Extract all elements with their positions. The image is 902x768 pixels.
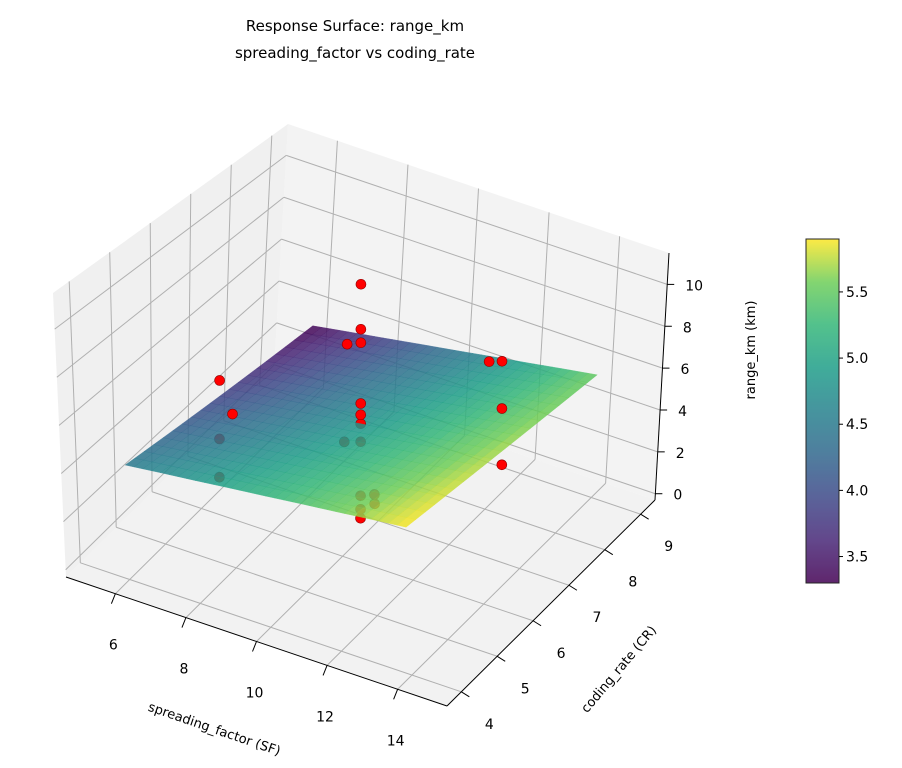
colorbar-tick-label: 3.5 — [846, 550, 868, 566]
y-tick-label: 8 — [628, 575, 637, 591]
y-tick-label: 4 — [485, 717, 494, 733]
gridline — [259, 135, 273, 386]
y-tick — [568, 584, 578, 591]
y-tick — [640, 513, 649, 520]
data-point — [214, 375, 225, 386]
x-tick-label: 6 — [109, 638, 118, 654]
data-point — [496, 355, 508, 367]
x-tick — [181, 617, 187, 628]
z-axis-line — [654, 252, 670, 501]
surface-patch — [396, 517, 417, 528]
x-tick-label: 10 — [246, 686, 264, 702]
x-tick — [252, 641, 257, 652]
gridline — [54, 154, 287, 330]
z-tick-label: 6 — [680, 362, 689, 378]
gridline — [116, 526, 498, 657]
colorbar-tick-label: 4.5 — [846, 417, 868, 433]
x-tick-label: 14 — [387, 733, 405, 749]
z-axis-label: range_km (km) — [744, 301, 759, 400]
y-axis-label: coding_rate (CR) — [579, 623, 660, 716]
data-point — [227, 408, 238, 420]
gridline — [187, 193, 192, 457]
data-point — [355, 323, 367, 335]
gridline — [283, 196, 666, 327]
gridline — [63, 322, 278, 523]
data-point — [341, 338, 353, 350]
colorbar: 3.5 4.0 4.5 5.0 5.5 — [805, 238, 868, 584]
data-point — [496, 403, 508, 414]
z-tick-label: 0 — [673, 488, 682, 504]
tick-labels: 6 8 10 12 14 4 5 6 7 8 9 0 2 4 6 8 10 — [109, 278, 703, 749]
gridline — [151, 491, 534, 622]
colorbar-tick-label: 5.5 — [846, 285, 868, 301]
colorbar-tick-label: 4.0 — [846, 483, 868, 499]
data-point — [355, 409, 367, 421]
y-tick-label: 7 — [592, 610, 601, 626]
data-point — [355, 337, 367, 349]
x-axis-label: spreading_factor (SF) — [146, 700, 282, 759]
y-axis-line — [446, 499, 656, 707]
y-tick — [461, 691, 470, 698]
x-tick — [322, 665, 328, 676]
data-point — [496, 459, 508, 471]
chart-subtitle: spreading_factor vs coding_rate — [235, 44, 475, 63]
x-tick — [393, 689, 399, 700]
gridline — [278, 280, 661, 411]
gridline — [58, 238, 282, 426]
chart-title: Response Surface: range_km — [246, 17, 464, 36]
colorbar-gradient — [805, 238, 840, 584]
z-tick-label: 10 — [685, 278, 703, 294]
gridline — [109, 252, 117, 528]
gridline — [60, 280, 280, 474]
gridline — [397, 482, 606, 690]
y-tick-label: 6 — [557, 646, 566, 662]
gridline — [605, 236, 621, 484]
data-marks — [124, 278, 598, 528]
gridline — [281, 238, 663, 369]
gridline — [80, 562, 462, 693]
x-tick-label: 12 — [316, 709, 334, 725]
y-tick-label: 5 — [521, 681, 530, 697]
gridline — [326, 459, 536, 666]
x-tick-label: 8 — [179, 662, 188, 678]
y-tick — [604, 549, 614, 556]
gridline — [56, 196, 285, 378]
z-tick-label: 8 — [683, 320, 692, 336]
data-point — [355, 398, 367, 409]
gridline — [286, 154, 668, 285]
y-tick — [496, 655, 506, 662]
gridline — [223, 164, 232, 421]
y-tick — [532, 620, 542, 627]
colorbar-tick-label: 5.0 — [846, 351, 868, 367]
data-point — [355, 278, 367, 290]
z-tick-label: 4 — [678, 404, 687, 420]
data-point — [483, 356, 495, 367]
y-tick-label: 9 — [664, 539, 673, 555]
axis-lines — [65, 252, 675, 707]
x-tick — [110, 593, 116, 604]
z-tick-label: 2 — [676, 446, 685, 462]
gridline — [68, 281, 81, 563]
